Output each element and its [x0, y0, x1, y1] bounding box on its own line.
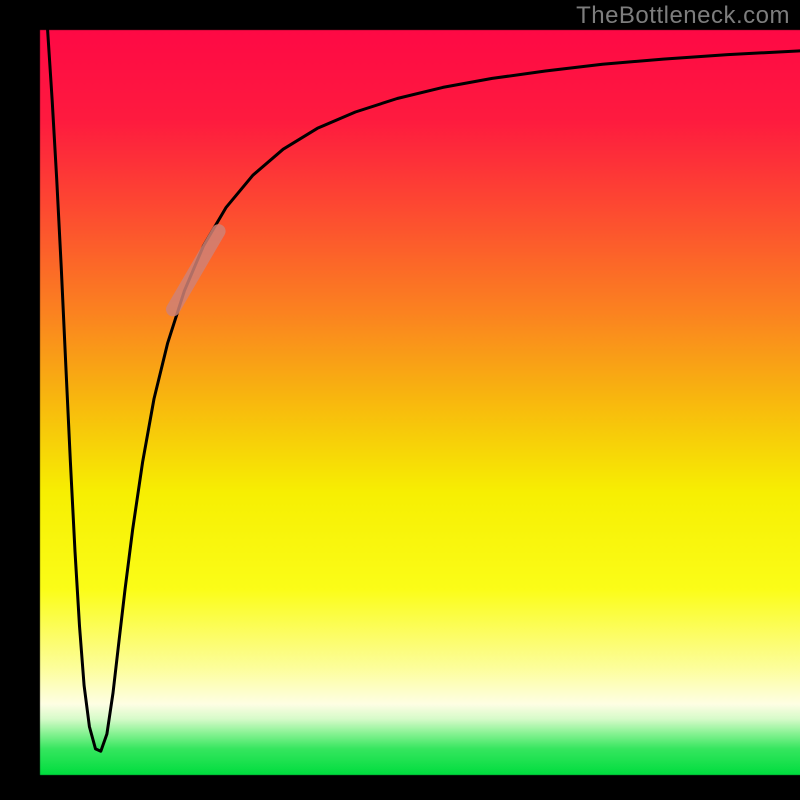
watermark-text: TheBottleneck.com	[576, 2, 790, 30]
gradient-background	[0, 0, 800, 800]
chart-container: TheBottleneck.com	[0, 0, 800, 800]
